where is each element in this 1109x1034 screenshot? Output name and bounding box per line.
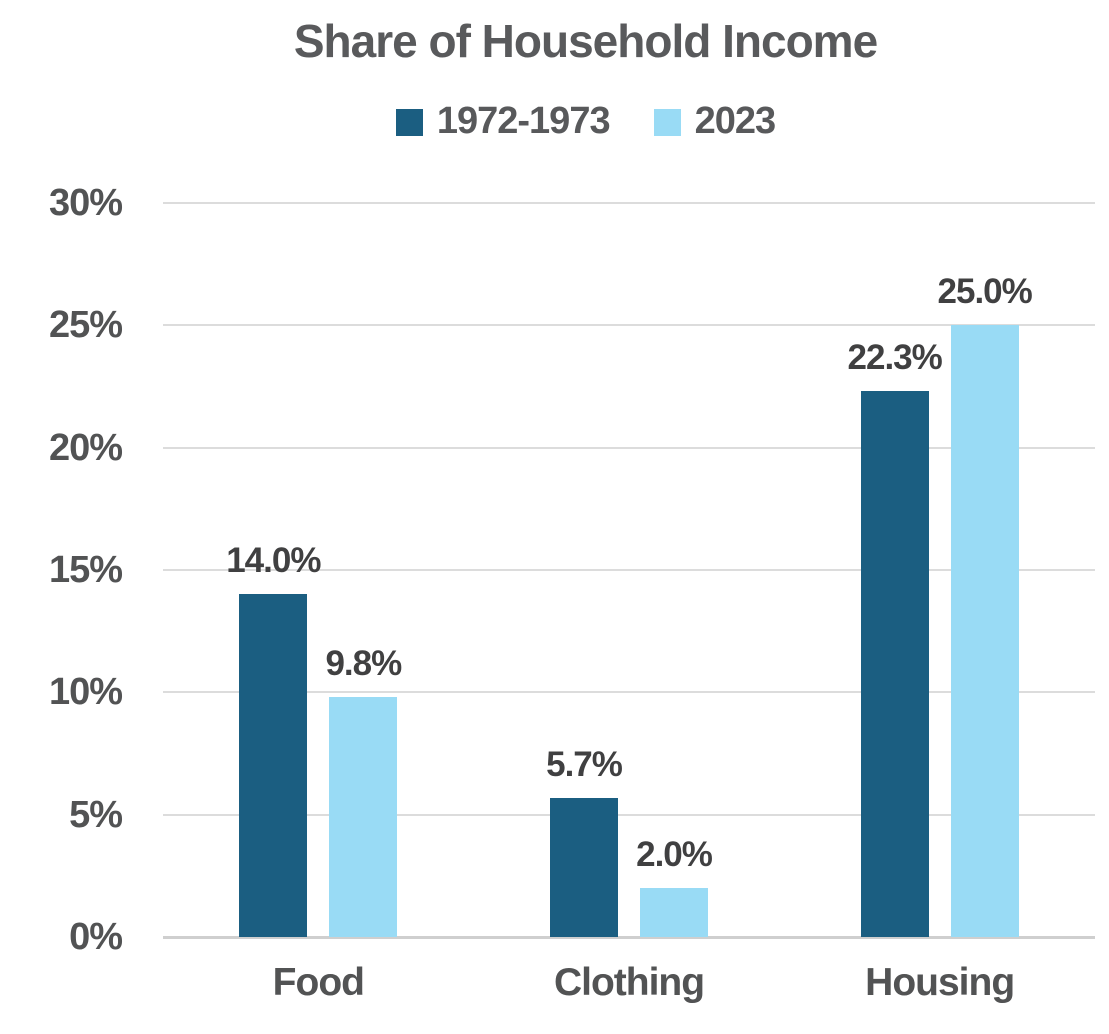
bar-2023-housing (950, 325, 1019, 937)
legend-swatch-dark (395, 109, 423, 136)
y-tick-label-0: 0% (69, 916, 123, 958)
bar-1972-1973-clothing (550, 797, 618, 937)
gridline-25 (163, 324, 1095, 327)
bar-2023-food (329, 697, 398, 937)
value-label-2023-housing: 25.0% (937, 272, 1033, 312)
legend-label-2023: 2023 (694, 100, 777, 142)
gridline-15 (163, 569, 1095, 571)
legend-item-1972-1973: 1972-1973 (395, 100, 611, 143)
bar-1972-1973-housing (860, 391, 929, 937)
gridline-0 (163, 936, 1095, 939)
y-axis: 30% 25% 20% 15% 10% 5% 0% (0, 182, 142, 958)
legend: 1972-1973 2023 (62, 100, 1109, 143)
chart-title: Share of Household Income (293, 15, 878, 67)
category-label-food: Food (272, 961, 365, 1004)
y-tick-label-5: 5% (69, 793, 123, 836)
value-label-1972-1973-clothing: 5.7% (546, 744, 623, 784)
bar-1972-1973-food (239, 594, 308, 937)
category-label-housing: Housing (865, 961, 1015, 1004)
y-tick-label-25: 25% (48, 304, 123, 347)
value-label-2023-food: 9.8% (325, 644, 402, 684)
y-tick-label-30: 30% (48, 182, 123, 224)
value-label-1972-1973-food: 14.0% (226, 541, 321, 581)
y-tick-label-15: 15% (48, 549, 123, 591)
category-label-clothing: Clothing (553, 961, 705, 1004)
legend-item-2023: 2023 (653, 100, 777, 143)
value-label-1972-1973-housing: 22.3% (847, 338, 943, 378)
bar-2023-clothing (640, 888, 708, 937)
y-tick-label-20: 20% (48, 426, 123, 469)
legend-swatch-light (653, 109, 681, 136)
gridline-5 (163, 813, 1095, 816)
legend-label-1972-1973: 1972-1973 (436, 100, 611, 142)
gridline-20 (163, 446, 1095, 449)
value-label-2023-clothing: 2.0% (636, 835, 713, 875)
gridline-10 (163, 691, 1095, 694)
y-tick-label-10: 10% (48, 671, 123, 714)
gridline-30 (163, 202, 1095, 204)
plot-area: 14.0% 9.8% Food 5.7% 2.0% Clothing 22.3% 25.0% H… (163, 202, 1095, 1004)
